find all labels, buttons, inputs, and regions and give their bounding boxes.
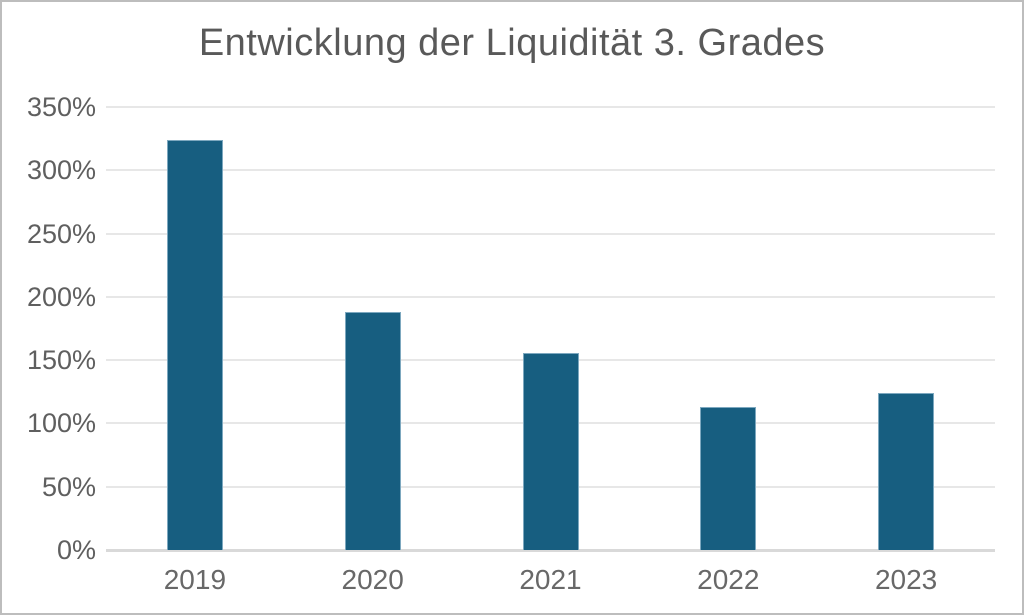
x-axis-label-2019: 2019 [163, 564, 227, 595]
bar-2021 [522, 352, 579, 550]
y-tick-label: 100% [26, 408, 96, 439]
x-axis-baseline [106, 548, 995, 552]
y-tick-label: 150% [26, 345, 96, 376]
gridline [106, 169, 995, 172]
x-axis-label-2022: 2022 [697, 564, 760, 595]
y-tick-label: 350% [26, 92, 96, 122]
bar-2019 [166, 139, 223, 550]
x-axis-label-2021: 2021 [519, 564, 582, 595]
bar-2020 [344, 312, 401, 550]
bar-2023 [878, 393, 935, 550]
y-tick-label: 300% [26, 155, 96, 186]
y-tick-label: 50% [41, 471, 96, 502]
y-tick-label: 200% [26, 281, 96, 312]
x-axis-label-2020: 2020 [341, 564, 404, 595]
x-axis-label-2023: 2023 [874, 564, 938, 595]
y-tick-label: 250% [26, 218, 96, 249]
bar-2022 [700, 406, 757, 550]
gridline [106, 106, 995, 108]
chart-title: Entwicklung der Liquidität 3. Grades [198, 22, 826, 64]
y-tick-label: 0% [56, 535, 96, 565]
gridline [106, 295, 995, 298]
gridline [106, 232, 995, 235]
